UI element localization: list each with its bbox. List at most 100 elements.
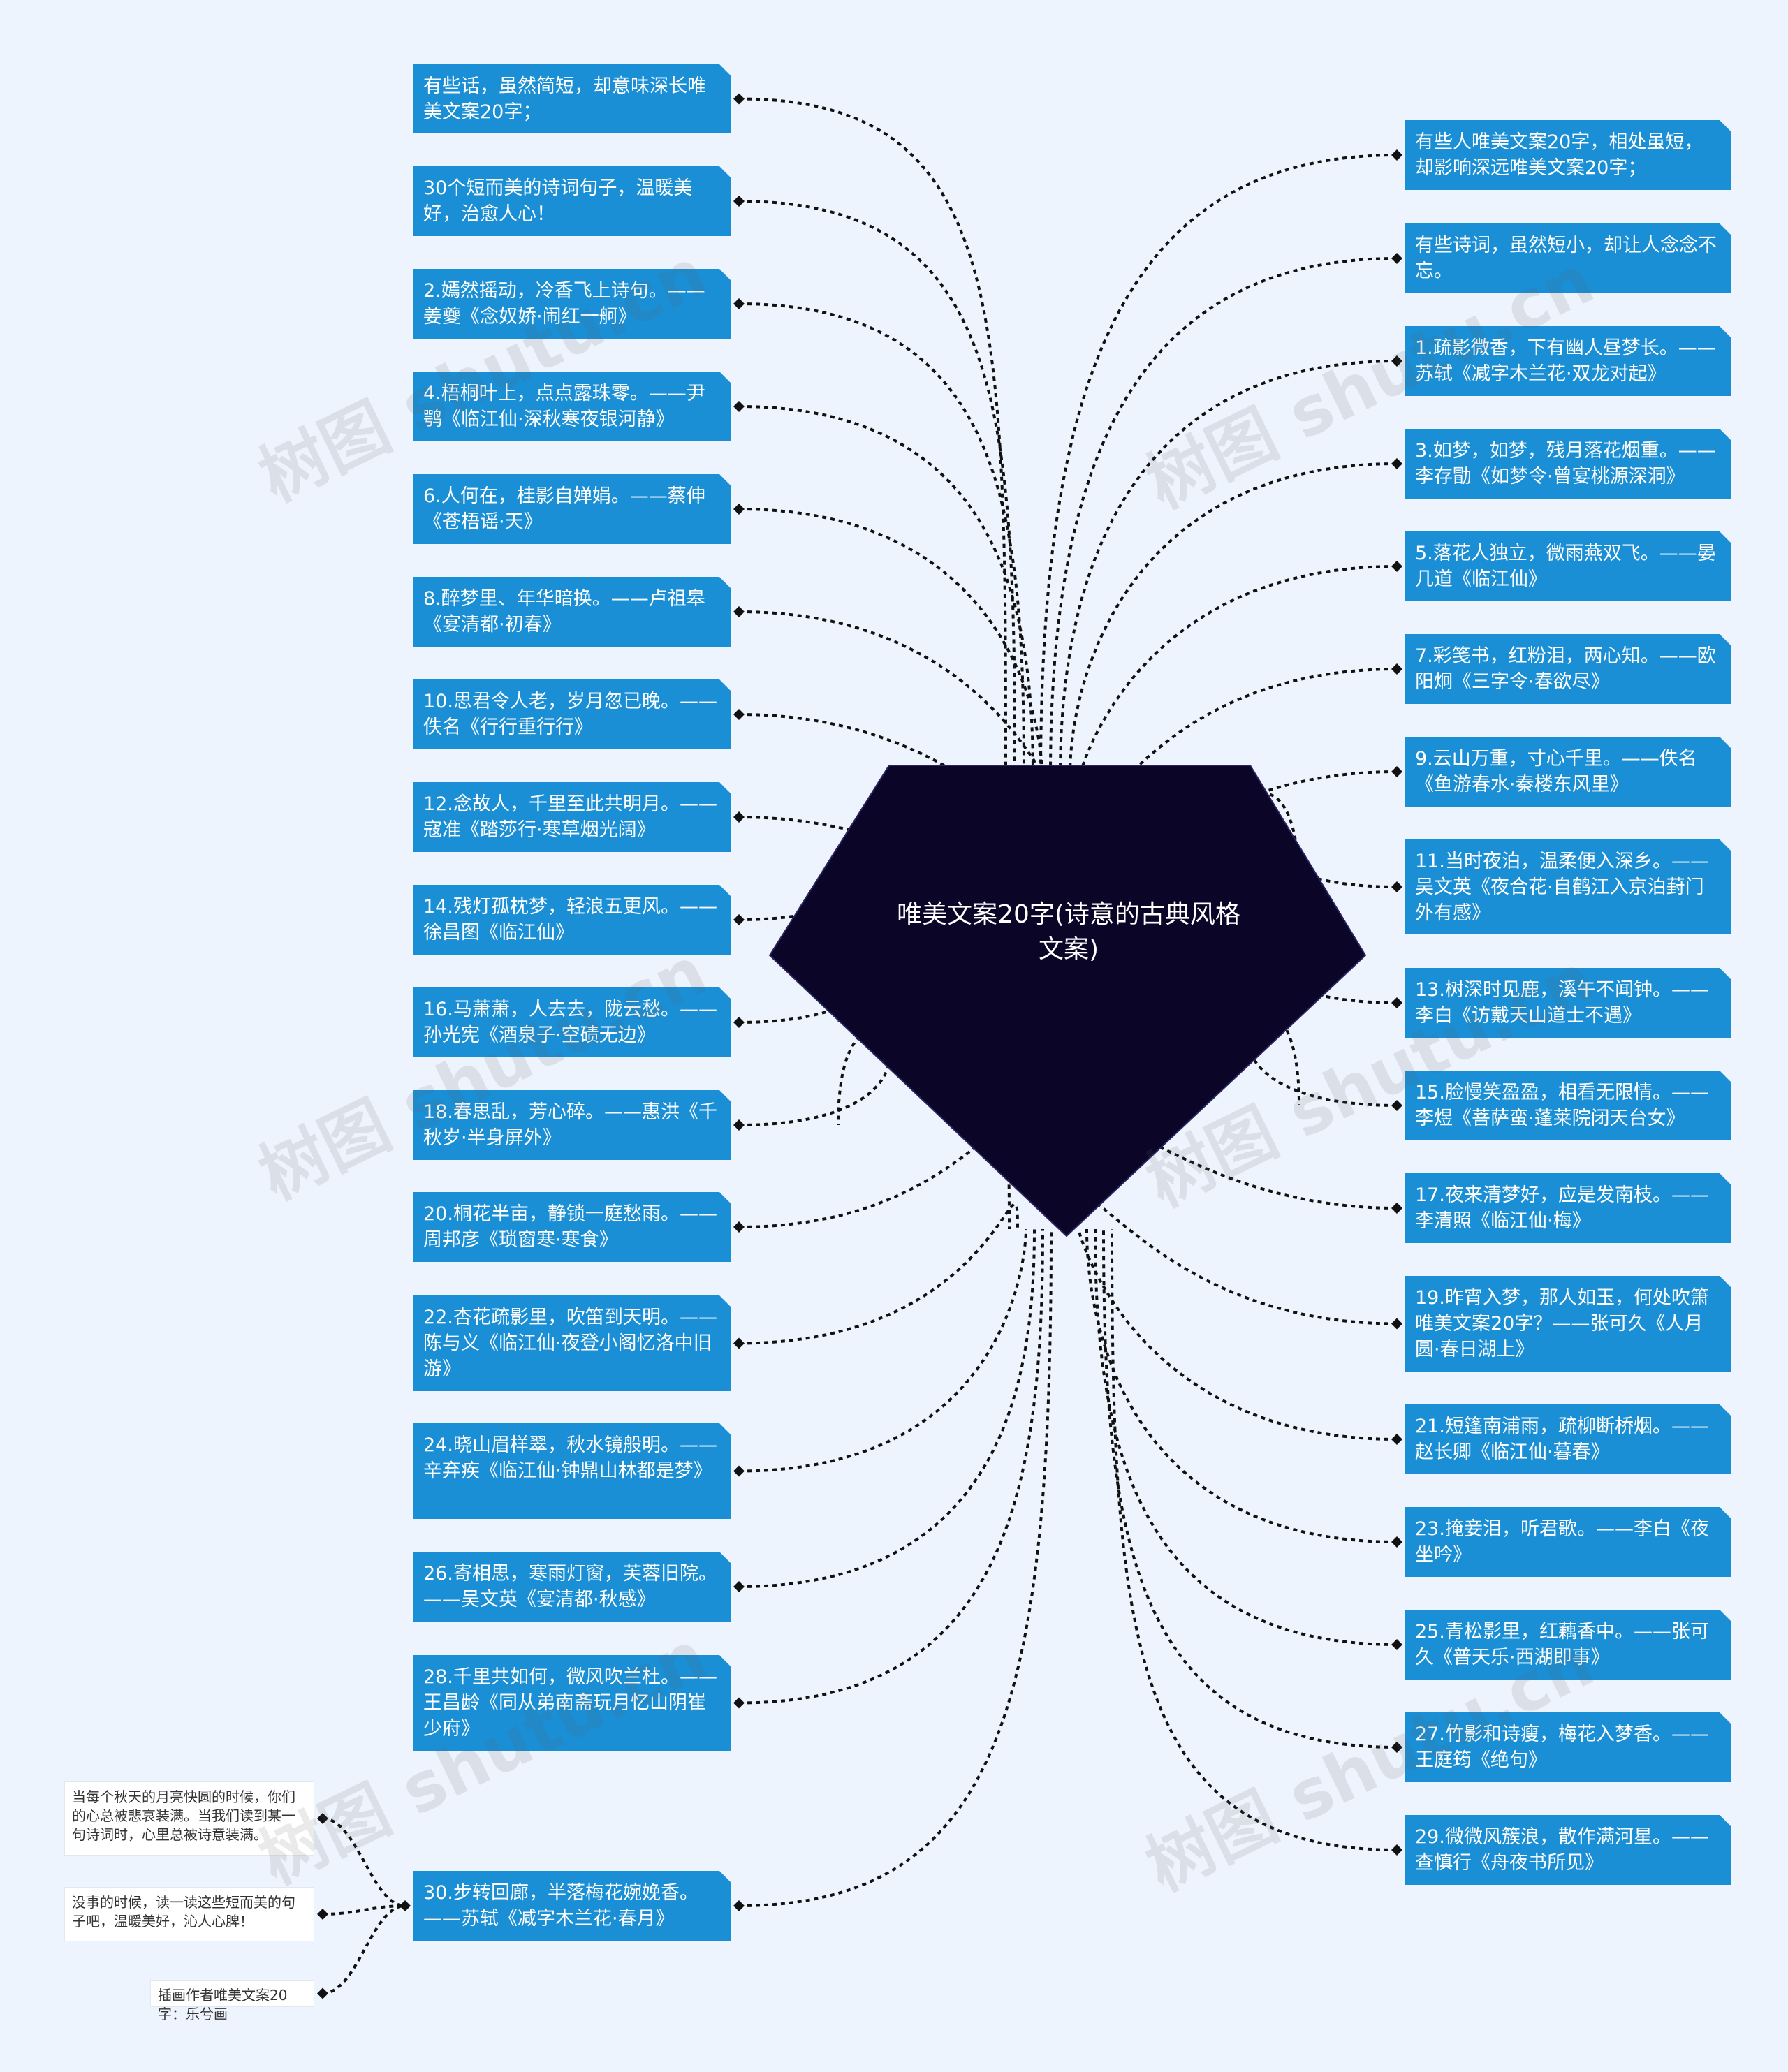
sub-note[interactable]: 插画作者唯美文案20字：乐兮画 — [150, 1980, 314, 2022]
topic-node-left[interactable]: 16.马萧萧，人去去，陇云愁。——孙光宪《酒泉子·空碛无边》 — [413, 987, 731, 1057]
connector-line — [1060, 1119, 1398, 1230]
topic-node-right[interactable]: 3.如梦，如梦，残月落花烟重。——李存勖《如梦令·曾宴桃源深洞》 — [1405, 429, 1731, 499]
note-connector-dot — [317, 1987, 328, 1999]
connector-dot — [733, 1017, 745, 1028]
connector-line — [738, 200, 1016, 776]
connector-dot — [733, 1697, 745, 1709]
topic-node-right[interactable]: 15.脸慢笑盈盈，相看无限情。——李煜《菩萨蛮·蓬莱院闭天台女》 — [1405, 1071, 1731, 1140]
note-connector-dot — [317, 1909, 328, 1920]
connector-dot — [1391, 881, 1402, 892]
connector-line — [738, 1228, 1027, 1473]
connector-line — [738, 508, 1043, 776]
connector-dot — [1391, 1100, 1402, 1111]
connector-dot — [733, 1900, 745, 1911]
connector-dot — [733, 1465, 745, 1477]
connector-dot — [1391, 253, 1402, 264]
topic-node-right[interactable]: 有些诗词，虽然短小，却让人念念不忘。 — [1405, 223, 1731, 293]
connector-dot — [1391, 1639, 1402, 1650]
connector-dot — [1391, 1536, 1402, 1548]
connector-dot — [1391, 997, 1402, 1008]
topic-node-right[interactable]: 7.彩笺书，红粉泪，两心知。——欧阳炯《三字令·春欲尽》 — [1405, 634, 1731, 704]
connector-line — [1077, 1228, 1398, 1441]
topic-node-left[interactable]: 22.杏花疏影里，吹笛到天明。——陈与义《临江仙·夜登小阁忆洛中旧游》 — [413, 1295, 731, 1391]
topic-node-right[interactable]: 5.落花人独立，微雨燕双飞。——晏几道《临江仙》 — [1405, 531, 1731, 601]
connector-line — [1245, 792, 1398, 888]
connector-dot — [1391, 1318, 1402, 1330]
note-connector-line — [322, 1817, 406, 1907]
note-connector-line — [322, 1904, 406, 1916]
connector-dot — [733, 298, 745, 309]
topic-node-left[interactable]: 12.念故人，千里至此共明月。——寇准《踏莎行·寒草烟光阔》 — [413, 782, 731, 852]
topic-node-left[interactable]: 20.桐花半亩，静锁一庭愁雨。——周邦彦《琐窗寒·寒食》 — [413, 1192, 731, 1262]
connector-line — [738, 1228, 1036, 1588]
topic-node-left[interactable]: 24.晓山眉样翠，秋水镜般明。——辛弃疾《临江仙·钟鼎山林都是梦》 — [413, 1423, 731, 1519]
connector-line — [1078, 565, 1398, 777]
connector-dot — [1391, 561, 1402, 572]
connector-line — [738, 1203, 1019, 1345]
connector-dot — [1391, 1434, 1402, 1445]
connector-dot — [733, 914, 745, 925]
connector-dot — [733, 1119, 745, 1131]
connector-dot — [1391, 458, 1402, 469]
connector-dot — [733, 1337, 745, 1349]
topic-node-left[interactable]: 28.千里共如何，微风吹兰杜。——王昌龄《同从弟南斋玩月忆山阴崔少府》 — [413, 1655, 731, 1751]
connector-line — [1245, 908, 1398, 1004]
connector-dot — [733, 811, 745, 823]
topic-node-right[interactable]: 25.青松影里，红藕香中。——张可久《普天乐·西湖即事》 — [1405, 1610, 1731, 1680]
topic-node-left[interactable]: 30.步转回廊，半落梅花婉娩香。——苏轼《减字木兰花·春月》 — [413, 1871, 731, 1941]
topic-node-left[interactable]: 6.人何在，桂影自婵娟。——蔡伸《苍梧谣·天》 — [413, 474, 731, 544]
connector-line — [738, 1133, 1011, 1230]
topic-node-right[interactable]: 11.当时夜泊，温柔便入深乡。——吴文英《夜合花·自鹤江入京泊葑门外有感》 — [1405, 839, 1731, 934]
connector-line — [738, 1228, 1053, 1907]
connector-dot — [733, 606, 745, 617]
topic-node-left[interactable]: 18.春思乱，芳心碎。——惠洪《千秋岁·半身屏外》 — [413, 1090, 731, 1160]
topic-node-left[interactable]: 14.残灯孤枕梦，轻浪五更风。——徐昌图《临江仙》 — [413, 885, 731, 955]
connector-line — [738, 774, 1071, 901]
topic-node-right[interactable]: 有些人唯美文案20字，相处虽短，却影响深远唯美文案20字； — [1405, 120, 1731, 190]
connector-dot — [1391, 1844, 1402, 1856]
center-title[interactable]: 唯美文案20字(诗意的古典风格文案) — [897, 900, 1240, 964]
topic-node-left[interactable]: 8.醉梦里、年华暗换。——卢祖皋《宴清都·初春》 — [413, 577, 731, 647]
connector-dot — [1391, 1742, 1402, 1753]
connector-line — [738, 1030, 891, 1126]
note-connector-dot — [317, 1813, 328, 1824]
connector-dot — [733, 1581, 745, 1592]
connector-line — [738, 1228, 1044, 1705]
sub-note[interactable]: 没事的时候，读一读这些短而美的句子吧，温暖美好，沁人心脾！ — [64, 1887, 314, 1941]
connector-line — [1245, 1011, 1398, 1107]
topic-node-left[interactable]: 4.梧桐叶上，点点露珠零。——尹鹗《临江仙·深秋寒夜银河静》 — [413, 372, 731, 441]
topic-node-left[interactable]: 10.思君令人老，岁月忽已晚。——佚名《行行重行行》 — [413, 679, 731, 749]
connector-line — [1111, 1228, 1398, 1851]
topic-node-left[interactable]: 26.寄相思，寒雨灯窗，芙蓉旧院。——吴文英《宴清都·秋感》 — [413, 1552, 731, 1622]
topic-node-right[interactable]: 21.短篷南浦雨，疏柳断桥烟。——赵长卿《临江仙·暮春》 — [1405, 1404, 1731, 1474]
connector-dot — [1391, 1203, 1402, 1214]
topic-node-left[interactable]: 有些话，虽然简短，却意味深长唯美文案20字； — [413, 64, 731, 133]
topic-node-left[interactable]: 30个短而美的诗词句子，温暖美好，治愈人心！ — [413, 166, 731, 236]
connector-line — [738, 927, 891, 1024]
topic-node-right[interactable]: 23.掩妾泪，听君歌。——李白《夜坐吟》 — [1405, 1507, 1731, 1577]
connector-dot — [1391, 355, 1402, 367]
connector-dot — [733, 196, 745, 207]
connector-line — [1039, 154, 1398, 776]
connector-line — [738, 302, 1025, 776]
connector-dot — [733, 401, 745, 412]
connector-line — [1069, 1193, 1398, 1325]
connector-dot — [400, 1900, 411, 1911]
topic-node-right[interactable]: 17.夜来清梦好，应是发南枝。——李清照《临江仙·梅》 — [1405, 1173, 1731, 1243]
topic-node-right[interactable]: 27.竹影和诗瘦，梅花入梦香。——王庭筠《绝句》 — [1405, 1712, 1731, 1782]
topic-node-right[interactable]: 1.疏影微香，下有幽人昼梦长。——苏轼《减字木兰花·双龙对起》 — [1405, 326, 1731, 396]
connector-line — [738, 97, 1007, 776]
topic-node-right[interactable]: 19.昨宵入梦，那人如玉，何处吹箫唯美文案20字？——张可久《人月圆·春日湖上》 — [1405, 1276, 1731, 1372]
topic-node-right[interactable]: 13.树深时见鹿，溪午不闻钟。——李白《访戴天山道士不遇》 — [1405, 968, 1731, 1038]
note-connector-line — [322, 1904, 406, 1995]
topic-node-right[interactable]: 9.云山万重，寸心千里。——佚名《鱼游春水·秦楼东风里》 — [1405, 737, 1731, 807]
connector-line — [738, 713, 1062, 830]
connector-line — [1088, 668, 1398, 805]
connector-line — [1049, 257, 1398, 776]
topic-node-left[interactable]: 2.嫣然摇动，冷香飞上诗句。——姜夔《念奴娇·闹红一舸》 — [413, 269, 731, 339]
connector-dot — [1391, 766, 1402, 777]
connector-line — [1102, 1228, 1398, 1749]
topic-node-right[interactable]: 29.微微风簇浪，散作满河星。——查慎行《舟夜书所见》 — [1405, 1815, 1731, 1885]
sub-note[interactable]: 当每个秋天的月亮快圆的时候，你们的心总被悲哀装满。当我们读到某一句诗词时，心里总… — [64, 1781, 314, 1856]
